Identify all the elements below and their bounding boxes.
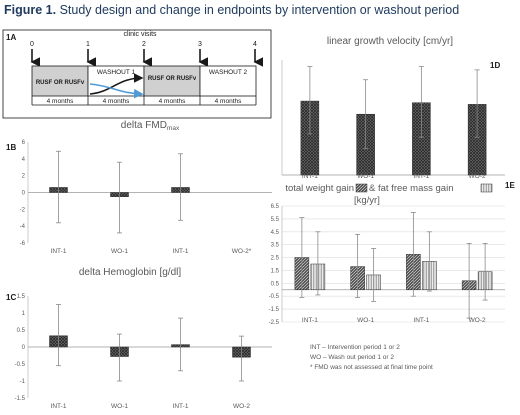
visit-number: 0 xyxy=(30,41,34,48)
fmd-title-main: delta FMD xyxy=(121,120,167,131)
category-label-wo-1: WO-1 xyxy=(357,317,374,324)
fmd-title-sub: max xyxy=(167,125,180,132)
panel-label-1b: 1B xyxy=(6,143,16,152)
panel-label-1d: 1D xyxy=(490,61,500,70)
category-label-wo-1: WO-1 xyxy=(357,173,374,180)
y-tick-label: 6 xyxy=(22,140,26,146)
fmd-chart-title: delta FMDmax xyxy=(121,120,180,132)
y-tick-label: 1.5 xyxy=(271,268,280,274)
category-label-int-1: INT-1 xyxy=(51,403,67,410)
weight-title-mid: & fat free mass gain xyxy=(369,183,453,194)
crossover-arrow-1 xyxy=(89,73,144,95)
hemoglobin-chart-title: delta Hemoglobin [g/dl] xyxy=(79,267,182,278)
legend-note-line-3: * FMD was not assessed at final time poi… xyxy=(310,364,433,371)
visit-number: 2 xyxy=(142,41,146,48)
design-frame xyxy=(2,29,272,119)
intervention-box-2 xyxy=(143,65,201,97)
figure-title: Figure 1. Study design and change in end… xyxy=(4,3,459,17)
category-label-int-1: INT-1 xyxy=(51,248,67,255)
washout-box-1-label: WASHOUT 1 xyxy=(97,69,136,76)
duration-label: 4 months xyxy=(215,98,242,105)
weight-title-main: total weight gain xyxy=(285,183,354,194)
duration-label: 4 months xyxy=(47,98,74,105)
duration-label: 4 months xyxy=(159,98,186,105)
y-tick-label: -6 xyxy=(20,241,26,247)
y-tick-label: 3.5 xyxy=(271,243,280,249)
y-tick-label: -1 xyxy=(20,379,26,385)
category-label-int-1: INT-1 xyxy=(302,173,318,180)
visit-number: 1 xyxy=(86,41,90,48)
panel-label-1a: 1A xyxy=(6,33,16,42)
y-tick-label: -1.5 xyxy=(269,307,280,313)
category-label-wo-2: WO-2* xyxy=(232,248,252,255)
figure-title-text: Study design and change in endpoints by … xyxy=(56,3,460,17)
y-tick-label: 4.5 xyxy=(271,230,280,236)
legend-swatch-weight xyxy=(355,183,368,193)
category-label-wo-2: WO-2 xyxy=(469,173,486,180)
duration-label: 4 months xyxy=(103,98,130,105)
y-tick-label: 0.5 xyxy=(271,281,280,287)
growth-chart: INT-1 WO-1 INT-1 WO-2 xyxy=(281,60,505,180)
panel-label-1e: 1E xyxy=(505,181,515,190)
y-tick-label: 4 xyxy=(22,157,26,163)
y-tick-label: -4 xyxy=(20,224,26,230)
panel-label-1c: 1C xyxy=(6,293,16,302)
category-label-int-1: INT-1 xyxy=(173,403,189,410)
y-tick-label: 6.5 xyxy=(271,204,280,210)
category-label-int-1: INT-1 xyxy=(173,248,189,255)
y-tick-label: 1 xyxy=(22,311,26,317)
study-design-diagram: clinic visits 0 1 2 3 4 RUSF OR RUSFv WA… xyxy=(2,29,272,119)
weight-chart-title: total weight gain & fat free mass gain [… xyxy=(285,183,493,206)
category-label-int-1: INT-1 xyxy=(413,173,429,180)
hemoglobin-chart: -1.5 -1 -0.5 0 0.5 1 1.5 INT-1 WO-1 INT-1 WO-2 xyxy=(15,294,272,410)
design-header: clinic visits xyxy=(123,31,157,38)
weight-chart: -2.5 -1.5 -0.5 0.5 1.5 2.5 3.5 4.5 5.5 6.5 INT-1 WO… xyxy=(269,204,505,326)
visit-number: 3 xyxy=(198,41,202,48)
intervention-box-2-label: RUSF OR RUSFv xyxy=(148,76,197,82)
y-tick-label: -2 xyxy=(20,207,26,213)
y-tick-label: -0.5 xyxy=(269,294,280,300)
intervention-box-1-label: RUSF OR RUSFv xyxy=(36,80,85,86)
legend-note-line-2: WO – Wash out period 1 or 2 xyxy=(310,354,394,361)
growth-chart-title: linear growth velocity [cm/yr] xyxy=(327,36,453,47)
crossover-arrow-2 xyxy=(89,83,144,99)
y-tick-label: -0.5 xyxy=(15,362,26,368)
figure-title-label: Figure 1. xyxy=(4,3,57,17)
y-tick-label: 0 xyxy=(22,191,26,197)
fmd-chart: -6 -4 -2 0 2 4 6 INT-1 WO-1 INT-1 WO-2* xyxy=(20,140,272,255)
y-tick-label: 2 xyxy=(22,174,26,180)
category-label-wo-1: WO-1 xyxy=(111,248,128,255)
legend-swatch-fat-free-mass xyxy=(480,183,493,193)
washout-box-2 xyxy=(199,65,257,97)
y-tick-label: 1.5 xyxy=(17,294,26,300)
y-tick-label: -1.5 xyxy=(15,396,26,402)
category-label-wo-2: WO-2 xyxy=(233,403,250,410)
intervention-box-1 xyxy=(31,65,89,97)
category-label-wo-2: WO-2 xyxy=(469,317,486,324)
category-label-int-1: INT-1 xyxy=(413,317,429,324)
y-tick-label: 0.5 xyxy=(17,328,26,334)
y-tick-label: 5.5 xyxy=(271,217,280,223)
category-label-int-1: INT-1 xyxy=(302,317,318,324)
y-tick-label: -2.5 xyxy=(269,320,280,326)
y-tick-label: 2.5 xyxy=(271,256,280,262)
legend-note-line-1: INT – Intervention period 1 or 2 xyxy=(310,344,400,351)
weight-title-unit: [kg/yr] xyxy=(354,195,380,206)
washout-box-2-label: WASHOUT 2 xyxy=(209,69,248,76)
y-tick-label: 0 xyxy=(22,345,26,351)
category-label-wo-1: WO-1 xyxy=(111,403,128,410)
visit-number: 4 xyxy=(253,41,257,48)
visit-numbers: 0 1 2 3 4 xyxy=(30,41,257,48)
